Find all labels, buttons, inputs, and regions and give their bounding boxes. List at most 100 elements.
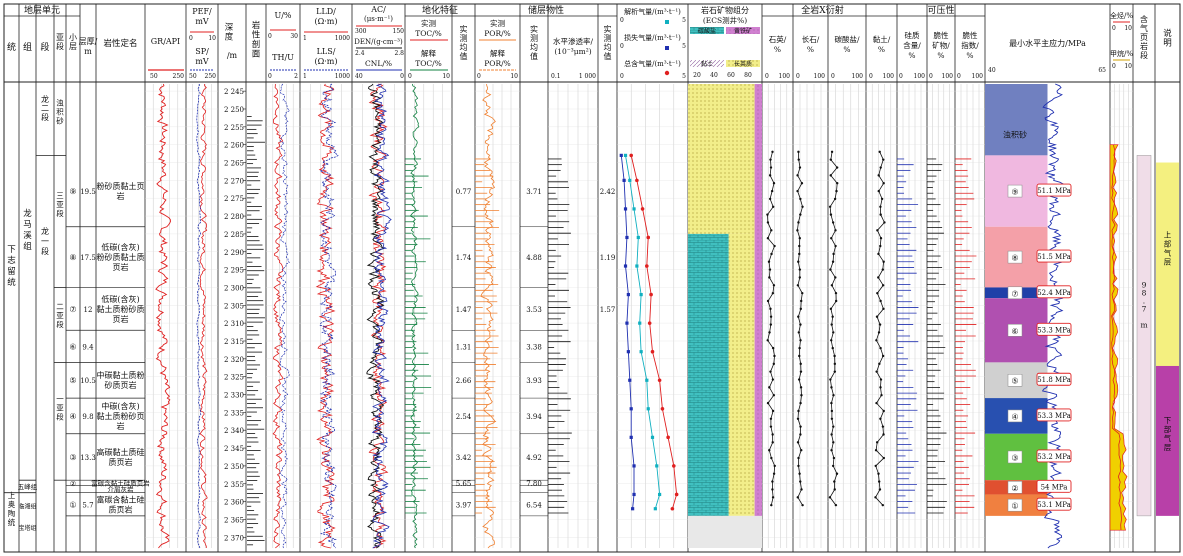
lith-profile-block — [247, 184, 252, 186]
feldspar-point — [798, 268, 802, 271]
gas-interp-point — [638, 321, 642, 325]
feldspar-point — [799, 213, 802, 216]
lith-profile-block — [247, 420, 262, 422]
toc-interp-curve — [409, 83, 420, 549]
carbonate-point — [829, 174, 832, 177]
layer-thickness: 19.5 — [80, 188, 96, 196]
header-fs: 硅质 — [905, 30, 920, 40]
lith-profile-block — [247, 274, 259, 276]
notes-upper-label: 气 — [1164, 247, 1172, 257]
lith-profile-block — [247, 540, 265, 541]
feldspar-point — [799, 197, 802, 201]
header-thickness: 层厚/ — [79, 37, 98, 46]
notes-lower-label: 层 — [1164, 443, 1172, 452]
clay-point — [876, 291, 879, 295]
xf-max: 100 — [814, 73, 826, 80]
feldspar-point — [799, 386, 803, 389]
lith-profile-block — [247, 171, 259, 173]
lith-profile-block — [247, 180, 261, 182]
layer-lithology: 岩 — [117, 421, 125, 431]
gas-interp-point — [658, 492, 662, 497]
lith-profile-block — [247, 197, 255, 199]
lith-profile-block — [247, 338, 253, 340]
stress-zone-badge — [1007, 250, 1023, 264]
gas-shale-bar — [1136, 155, 1152, 517]
layer-por-mean: 3.93 — [526, 377, 542, 385]
feldspar-point — [796, 496, 799, 499]
header-toc-mean: 测 — [460, 34, 468, 43]
lith-profile-block — [247, 505, 252, 507]
feldspar-point — [796, 441, 800, 444]
quartz-point — [770, 503, 773, 507]
stress-zone-badge — [1007, 481, 1023, 494]
clay-point — [880, 197, 884, 201]
header-toc-mean: 均 — [460, 42, 468, 52]
header-xf-unit: % — [807, 45, 814, 54]
header-lith-profile: 性 — [252, 30, 261, 41]
gas-total-point — [629, 153, 633, 158]
lith-profile-block — [247, 266, 262, 267]
clay-point — [878, 362, 881, 366]
header-xcl: 黏土/ — [873, 34, 891, 44]
depth-tick: 2 360 — [224, 499, 244, 507]
header-sp: SP/ — [195, 47, 209, 56]
gr-curve — [155, 83, 171, 549]
header-toc-mean: 实 — [460, 24, 468, 34]
gas-total-point — [660, 407, 665, 411]
section-long2: 段 — [41, 112, 49, 122]
gas-lost-point — [629, 407, 633, 411]
stress-value: 51.5 MPa — [1037, 253, 1071, 261]
series-lower: 陶 — [8, 508, 16, 518]
carbonate-point — [831, 346, 834, 350]
clay-point — [882, 456, 886, 460]
pef-max: 10 — [208, 35, 216, 42]
feldspar-point — [799, 425, 802, 428]
header-fi-b: 指数/ — [961, 40, 979, 50]
stress-value: 51.8 MPa — [1037, 376, 1071, 384]
lith-profile-block — [247, 514, 259, 516]
gr-max: 250 — [173, 73, 185, 80]
layer-por-mean: 3.53 — [526, 306, 542, 314]
series-upper: 统 — [7, 277, 16, 288]
quartz-point — [771, 488, 774, 491]
quartz-point — [772, 472, 776, 475]
stress-value-box — [1036, 285, 1072, 299]
u-curve — [272, 83, 284, 549]
clay-point — [877, 472, 880, 475]
feldspar-point — [799, 307, 803, 311]
stress-zone-id: ④ — [1011, 412, 1018, 421]
clay-point — [877, 276, 880, 279]
clay-point — [879, 244, 882, 248]
quartz-point — [768, 449, 771, 452]
stress-value: 51.1 MPa — [1037, 187, 1071, 195]
feldspar-point — [798, 354, 801, 358]
layer-por-mean: 3.38 — [526, 343, 542, 351]
gas-lost-point — [631, 507, 635, 511]
layer-thickness: 9.4 — [82, 343, 94, 351]
xcl-max: 100 — [883, 73, 895, 80]
series-upper: 志 — [7, 255, 16, 266]
gas-total-point — [645, 264, 649, 268]
gas-lost-point — [622, 178, 626, 182]
legend-fq: 长英质 — [734, 60, 752, 68]
gas-interp-point — [628, 178, 632, 182]
carbonate-point — [830, 401, 833, 405]
header-por-meas: 实测 — [490, 18, 505, 28]
lith-profile-block — [247, 300, 264, 302]
carbonate-point — [829, 378, 832, 381]
ch4-max: 10 — [1124, 63, 1132, 70]
header-gr: GR/API — [151, 37, 180, 46]
header-gas-shale: 页 — [1140, 33, 1148, 42]
quartz-point — [771, 346, 775, 350]
lith-profile-block — [247, 137, 254, 139]
quartz-point — [766, 236, 770, 240]
layer-thickness: 9.8 — [82, 413, 93, 421]
lith-profile-block — [247, 141, 265, 143]
stress-value-box — [1036, 497, 1072, 511]
gas-thickness-label: 7 — [1142, 304, 1147, 313]
gas-total-point — [647, 321, 652, 325]
layer-id: ② — [70, 480, 76, 488]
thu-max: 2 — [294, 73, 298, 80]
header-methane: 甲烷/% — [1110, 49, 1133, 58]
